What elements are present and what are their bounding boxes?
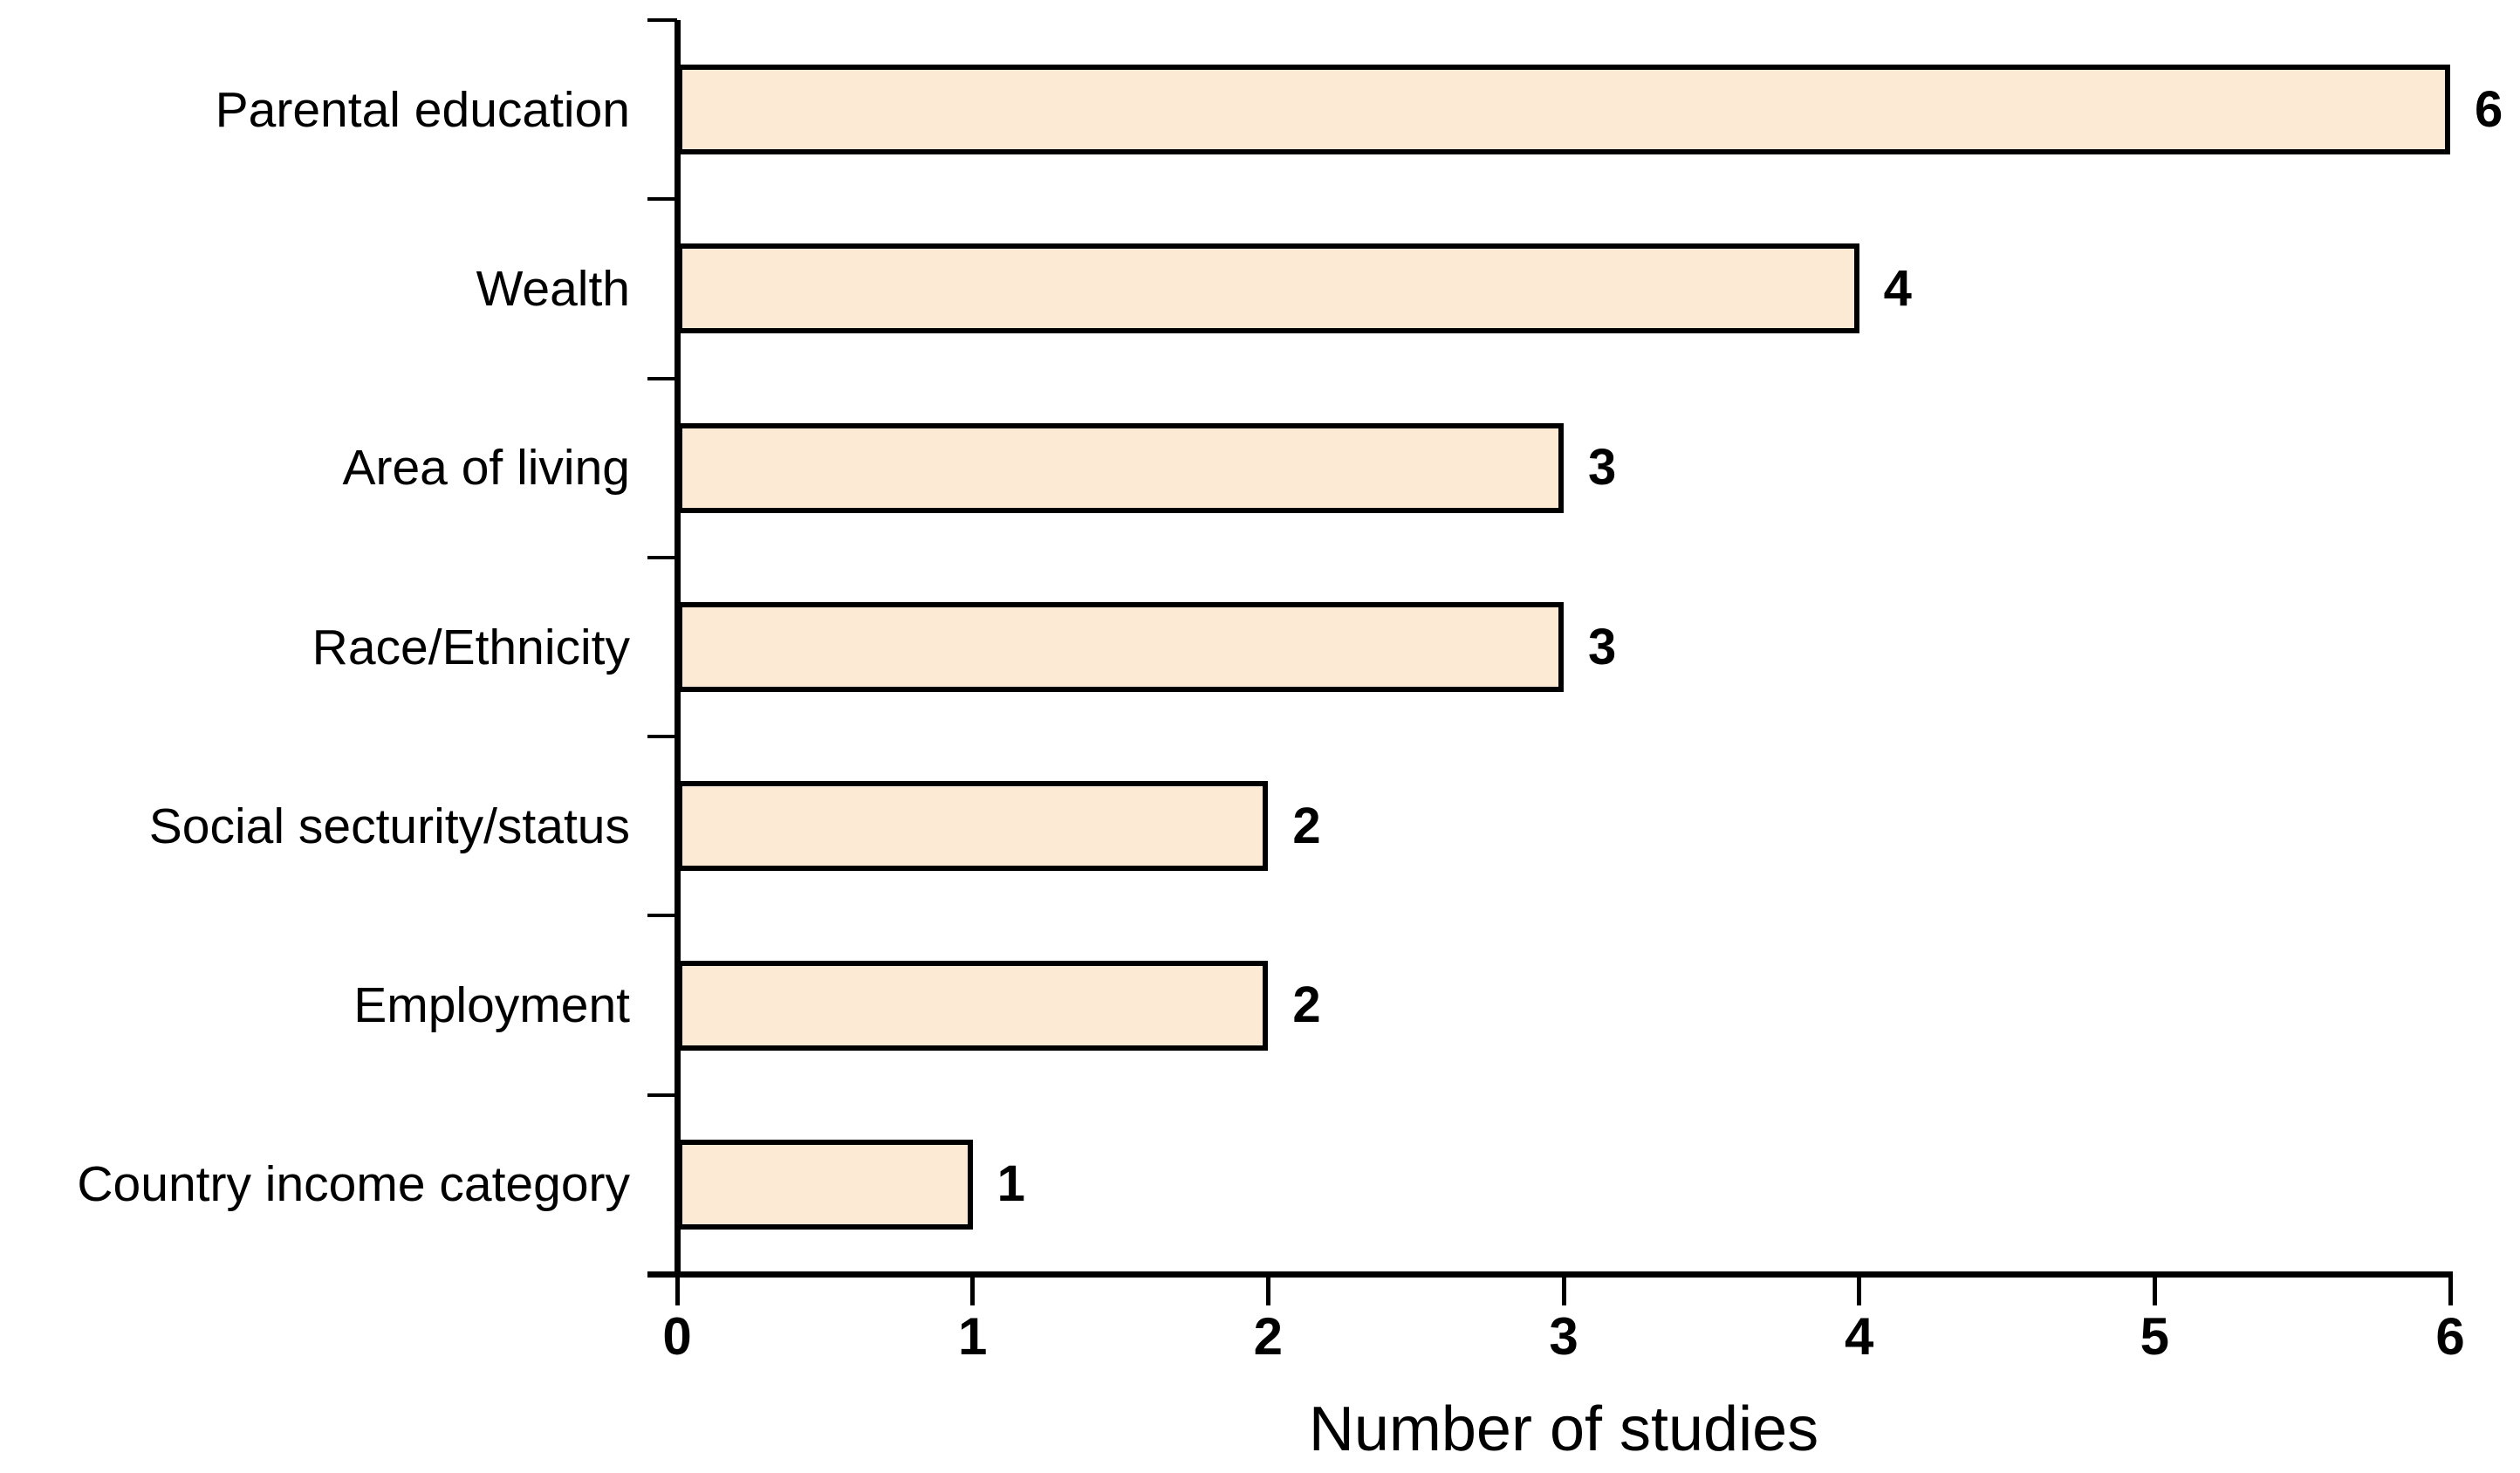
- y-axis-tick: [647, 1093, 677, 1097]
- x-tick-label: 2: [1253, 1307, 1284, 1366]
- category-label: Country income category: [77, 1156, 630, 1213]
- x-tick-label: 6: [2435, 1307, 2465, 1366]
- y-axis-tick: [647, 376, 677, 380]
- x-axis-tick: [2448, 1274, 2453, 1305]
- y-axis-tick: [647, 914, 677, 918]
- y-axis-tick: [647, 555, 677, 559]
- x-tick-label: 4: [1844, 1307, 1874, 1366]
- bar: [677, 1139, 973, 1230]
- category-label: Race/Ethnicity: [312, 619, 630, 675]
- bar: [677, 422, 1564, 513]
- category-label: Social secturity/status: [148, 798, 630, 854]
- y-axis-tick: [647, 735, 677, 739]
- x-axis-tick: [675, 1274, 680, 1305]
- bar-value-label: 4: [1883, 259, 1912, 317]
- x-axis-tick: [970, 1274, 976, 1305]
- bar: [677, 65, 2450, 155]
- bar-value-label: 3: [1588, 439, 1617, 497]
- x-axis-tick: [2152, 1274, 2157, 1305]
- category-label: Employment: [353, 977, 630, 1034]
- bar: [677, 960, 1269, 1051]
- x-tick-label: 0: [662, 1307, 692, 1366]
- x-tick-label: 5: [2140, 1307, 2170, 1366]
- bar-value-label: 3: [1588, 618, 1617, 675]
- y-axis-tick: [647, 1272, 677, 1276]
- y-axis-tick: [647, 197, 677, 202]
- x-tick-label: 1: [957, 1307, 988, 1366]
- bar-value-label: 2: [1292, 976, 1321, 1034]
- x-tick-label: 3: [1549, 1307, 1578, 1366]
- bar-value-label: 2: [1292, 797, 1321, 854]
- y-axis-tick: [647, 18, 677, 22]
- x-axis-tick: [1561, 1274, 1566, 1305]
- x-axis-line: [647, 1271, 2453, 1278]
- x-axis-title: Number of studies: [1308, 1394, 1819, 1464]
- bar-value-label: 1: [996, 1155, 1025, 1213]
- bar-value-label: 6: [2475, 80, 2503, 138]
- bar: [677, 602, 1564, 692]
- category-label: Wealth: [476, 260, 630, 317]
- x-axis-tick: [1857, 1274, 1862, 1305]
- category-label: Area of living: [342, 440, 630, 497]
- category-label: Parental education: [215, 81, 630, 138]
- bar: [677, 243, 1859, 334]
- x-axis-tick: [1265, 1274, 1270, 1305]
- bar: [677, 781, 1269, 872]
